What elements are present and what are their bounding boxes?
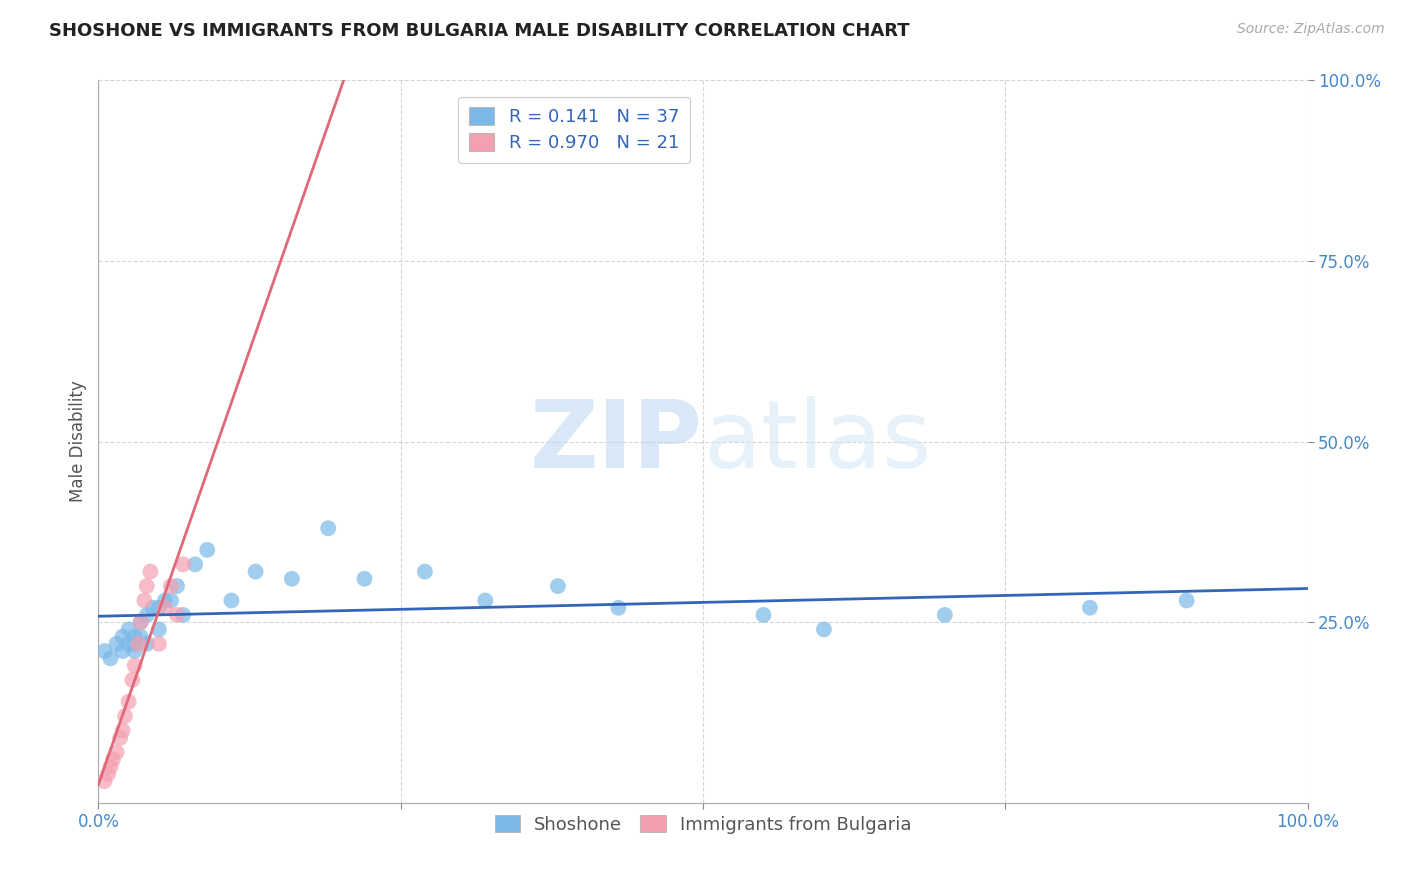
Point (413, 565, 436, 579)
Point (124, 630, 146, 644)
Point (114, 709, 136, 723)
Point (752, 607, 775, 622)
Point (105, 745, 128, 759)
Point (813, 623, 835, 637)
Point (108, 731, 131, 745)
Point (111, 630, 134, 644)
Point (93, 644, 115, 658)
Point (124, 637, 146, 651)
Point (139, 565, 162, 579)
Text: Source: ZipAtlas.com: Source: ZipAtlas.com (1237, 22, 1385, 37)
Point (100, 760, 122, 774)
Point (124, 644, 146, 658)
Point (195, 542, 218, 557)
Point (111, 723, 134, 738)
Text: atlas: atlas (703, 395, 931, 488)
Point (111, 644, 134, 658)
Point (100, 651, 122, 665)
Legend: Shoshone, Immigrants from Bulgaria: Shoshone, Immigrants from Bulgaria (484, 804, 922, 845)
Point (172, 607, 194, 622)
Point (148, 637, 170, 651)
Point (148, 600, 170, 615)
Point (245, 565, 267, 579)
Point (105, 637, 128, 651)
Point (153, 593, 176, 607)
Point (153, 600, 176, 615)
Point (135, 607, 157, 622)
Point (160, 593, 183, 607)
Point (934, 607, 956, 622)
Point (135, 579, 157, 593)
Point (281, 572, 304, 586)
Text: ZIP: ZIP (530, 395, 703, 488)
Point (166, 579, 188, 593)
Point (166, 607, 188, 622)
Point (221, 593, 243, 607)
Y-axis label: Male Disability: Male Disability (69, 381, 87, 502)
Point (101, 752, 124, 766)
Point (97, 767, 120, 781)
Point (124, 658, 146, 673)
Text: SHOSHONE VS IMMIGRANTS FROM BULGARIA MALE DISABILITY CORRELATION CHART: SHOSHONE VS IMMIGRANTS FROM BULGARIA MAL… (49, 22, 910, 40)
Point (474, 593, 496, 607)
Point (547, 579, 569, 593)
Point (184, 558, 207, 572)
Point (93, 774, 115, 789)
Point (1078, 600, 1101, 615)
Point (121, 673, 143, 687)
Point (129, 615, 152, 630)
Point (127, 637, 149, 651)
Point (118, 637, 141, 651)
Point (148, 623, 170, 637)
Point (134, 593, 156, 607)
Point (1175, 593, 1198, 607)
Point (118, 695, 141, 709)
Point (160, 579, 183, 593)
Point (607, 600, 630, 615)
Point (316, 521, 339, 535)
Point (172, 558, 194, 572)
Point (129, 630, 152, 644)
Point (142, 600, 165, 615)
Point (135, 637, 157, 651)
Point (118, 623, 141, 637)
Point (129, 615, 152, 630)
Point (353, 572, 375, 586)
